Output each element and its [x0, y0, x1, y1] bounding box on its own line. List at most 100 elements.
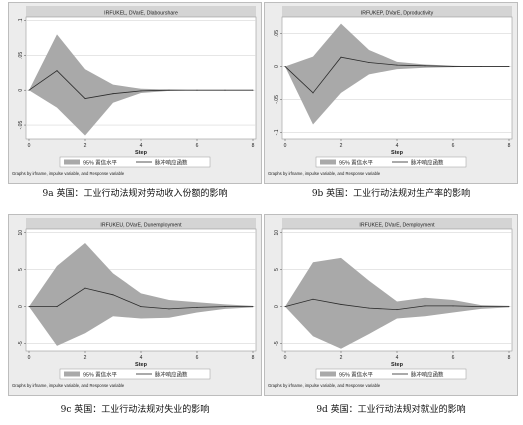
graph-note: Graphs by irfname, impulse variable, and… — [268, 171, 381, 176]
y-tick-label: .1 — [18, 18, 24, 22]
irf-point — [312, 92, 314, 94]
y-tick-label: 5 — [274, 268, 280, 271]
graph-note: Graphs by irfname, impulse variable, and… — [12, 383, 125, 388]
legend-box — [59, 156, 211, 168]
legend-line-label: 脉冲响应函数 — [411, 159, 444, 167]
x-tick-label: 0 — [28, 143, 31, 149]
x-tick-label: 4 — [396, 143, 399, 149]
x-axis-label: Step — [391, 150, 404, 156]
irf-point — [252, 306, 254, 308]
chart-panel-9a: IRFUKEL, DVarE, Dlabourshare .1 .05 0 -.05 0 2… — [8, 2, 262, 202]
x-tick-label: 8 — [252, 355, 255, 361]
y-tick-label: 10 — [274, 230, 280, 236]
legend-box — [315, 156, 467, 168]
legend-line-label: 脉冲响应函数 — [155, 371, 188, 379]
y-tick-label: 0 — [274, 65, 280, 68]
y-tick-label: -.05 — [274, 95, 280, 104]
x-tick-label: 8 — [252, 143, 255, 149]
irf-point — [28, 89, 30, 91]
irf-point — [508, 65, 510, 67]
chart-title: IRFUKEP, DVarE, Dproductivity — [361, 11, 434, 17]
x-tick-label: 8 — [508, 143, 511, 149]
x-tick-label: 2 — [340, 143, 343, 149]
chart-panel-9c: IRFUKEU, DVarE, Dunemployment 10 5 0 -5 0 2 4 6 8… — [8, 214, 262, 414]
irf-point — [112, 294, 114, 296]
x-tick-label: 0 — [284, 355, 287, 361]
chart-caption-9b: 9b 英国：工业行动法规对生产率的影响 — [311, 189, 471, 199]
irf-point — [56, 306, 58, 308]
irf-point — [224, 306, 226, 308]
irf-point — [452, 65, 454, 67]
x-tick-label: 2 — [84, 355, 87, 361]
x-tick-label: 2 — [84, 143, 87, 149]
irf-point — [112, 93, 114, 95]
legend-band-label: 95% 置信水平 — [339, 371, 373, 379]
irf-point — [224, 89, 226, 91]
chart-caption-9d: 9d 英国：工业行动法规对就业的影响 — [316, 405, 466, 415]
ci-band — [285, 257, 509, 349]
legend-band-swatch — [320, 159, 336, 165]
irf-chart: IRFUKEE, DVarE, Demployment 10 5 0 -5 0 2 4 6 8 St… — [264, 214, 518, 396]
irf-point — [340, 56, 342, 58]
ci-band — [29, 243, 253, 346]
irf-point — [424, 65, 426, 67]
x-tick-label: 0 — [284, 143, 287, 149]
x-tick-label: 6 — [452, 143, 455, 149]
irf-point — [196, 89, 198, 91]
irf-point — [56, 70, 58, 72]
y-tick-label: .05 — [274, 30, 280, 37]
x-tick-label: 0 — [28, 355, 31, 361]
irf-chart: IRFUKEP, DVarE, Dproductivity .05 0 -.05 -.1… — [264, 2, 518, 184]
irf-point — [396, 309, 398, 311]
irf-point — [140, 306, 142, 308]
legend-line-label: 脉冲响应函数 — [411, 371, 444, 379]
legend-band-swatch — [64, 159, 80, 165]
legend-band-swatch — [320, 371, 336, 377]
x-tick-label: 6 — [196, 355, 199, 361]
y-tick-label: 10 — [18, 230, 24, 236]
x-tick-label: 2 — [340, 355, 343, 361]
x-tick-label: 6 — [196, 143, 199, 149]
y-tick-label: -5 — [18, 341, 24, 346]
ci-band — [29, 34, 253, 136]
chart-title: IRFUKEL, DVarE, Dlabourshare — [104, 11, 178, 17]
irf-chart: IRFUKEU, DVarE, Dunemployment 10 5 0 -5 0 2 4 6 8… — [8, 214, 262, 396]
chart-caption-9a: 9a 英国：工业行动法规对劳动收入份额的影响 — [42, 189, 228, 199]
y-tick-label: -5 — [274, 341, 280, 346]
irf-point — [368, 307, 370, 309]
y-tick-label: 5 — [18, 268, 24, 271]
legend-box — [315, 368, 467, 380]
chart-title: IRFUKEE, DVarE, Demployment — [359, 223, 435, 229]
graph-note: Graphs by irfname, impulse variable, and… — [12, 171, 125, 176]
irf-point — [396, 64, 398, 66]
x-tick-label: 8 — [508, 355, 511, 361]
legend-band-label: 95% 置信水平 — [83, 371, 117, 379]
irf-point — [196, 306, 198, 308]
title-strip — [282, 6, 512, 17]
irf-point — [284, 65, 286, 67]
irf-point — [140, 90, 142, 92]
chart-title: IRFUKEU, DVarE, Dunemployment — [100, 223, 182, 229]
title-strip — [282, 218, 512, 229]
irf-point — [480, 65, 482, 67]
y-tick-label: -.1 — [274, 129, 280, 135]
irf-point — [452, 305, 454, 307]
irf-point — [424, 305, 426, 307]
legend-line-label: 脉冲响应函数 — [155, 159, 188, 167]
chart-panel-9b: IRFUKEP, DVarE, Dproductivity .05 0 -.05 -.1… — [264, 2, 518, 202]
y-tick-label: 0 — [18, 89, 24, 92]
legend-band-label: 95% 置信水平 — [83, 159, 117, 167]
chart-caption-9c: 9c 英国：工业行动法规对失业的影响 — [60, 405, 210, 415]
x-axis-label: Step — [391, 362, 404, 368]
irf-point — [168, 308, 170, 310]
irf-point — [168, 89, 170, 91]
x-tick-label: 4 — [140, 143, 143, 149]
irf-point — [28, 306, 30, 308]
irf-point — [508, 306, 510, 308]
y-tick-label: -.05 — [18, 121, 24, 130]
irf-chart: IRFUKEL, DVarE, Dlabourshare .1 .05 0 -.05 0 2… — [8, 2, 262, 184]
irf-point — [84, 98, 86, 100]
x-tick-label: 4 — [140, 355, 143, 361]
irf-point — [480, 306, 482, 308]
irf-point — [312, 298, 314, 300]
